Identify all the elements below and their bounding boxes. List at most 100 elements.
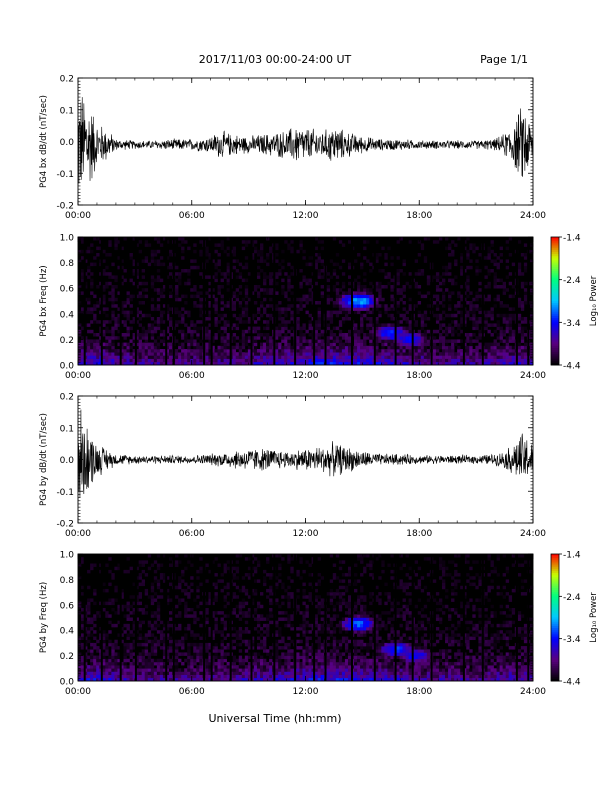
spectrogram-cell	[290, 557, 293, 560]
spectrogram-cell	[93, 317, 96, 321]
spectrogram-cell	[290, 649, 293, 652]
spectrogram-cell	[409, 343, 412, 347]
spectrogram-cell	[299, 243, 302, 247]
spectrogram-cell	[145, 240, 148, 244]
spectrogram-cell	[491, 317, 494, 321]
spectrogram-cell	[142, 269, 145, 273]
spectrogram-cell	[378, 323, 381, 327]
spectrogram-cell	[327, 311, 330, 315]
spectrogram-cell	[139, 355, 142, 359]
spectrogram-cell	[215, 323, 218, 327]
spectrogram-cell	[287, 343, 290, 347]
spectrogram-cell	[406, 359, 409, 363]
spectrogram-cell	[306, 355, 309, 359]
spectrogram-cell	[263, 343, 266, 347]
spectrogram-cell	[114, 275, 117, 279]
spectrogram-cell	[290, 570, 293, 573]
spectrogram-cell	[281, 652, 284, 655]
spectrogram-cell	[363, 285, 366, 289]
spectrogram-cell	[318, 275, 321, 279]
spectrogram-cell	[296, 346, 299, 350]
spectrogram-cell	[111, 659, 114, 662]
spectrogram-cell	[148, 621, 151, 624]
spectrogram-cell	[484, 323, 487, 327]
spectrogram-cell	[354, 327, 357, 331]
spectrogram-cell	[384, 311, 387, 315]
spectrogram-cell	[199, 355, 202, 359]
spectrogram-cell	[266, 573, 269, 576]
spectrogram-cell	[509, 339, 512, 343]
spectrogram-cell	[469, 301, 472, 305]
spectrogram-cell	[475, 295, 478, 299]
spectrogram-cell	[105, 359, 108, 363]
spectrogram-cell	[245, 614, 248, 617]
spectrogram-cell	[494, 359, 497, 363]
spectrogram-cell	[478, 295, 481, 299]
spectrogram-cell	[369, 263, 372, 267]
spectrogram-cell	[327, 352, 330, 356]
spectrogram-cell	[263, 291, 266, 295]
spectrogram-cell	[199, 659, 202, 662]
spectrogram-cell	[199, 346, 202, 350]
spectrogram-cell	[196, 295, 199, 299]
spectrogram-cell	[327, 317, 330, 321]
spectrogram-cell	[105, 589, 108, 592]
spectrogram-cell	[169, 355, 172, 359]
spectrogram-cell	[263, 570, 266, 573]
spectrogram-cell	[157, 665, 160, 668]
spectrogram-cell	[457, 359, 460, 363]
spectrogram-cell	[239, 611, 242, 614]
spectrogram-cell	[400, 359, 403, 363]
spectrogram-cell	[506, 266, 509, 270]
spectrogram-cell	[221, 649, 224, 652]
spectrogram-cell	[497, 279, 500, 283]
spectrogram-cell	[390, 330, 393, 334]
spectrogram-cell	[111, 662, 114, 665]
spectrogram-cell	[442, 279, 445, 283]
spectrogram-cell	[427, 291, 430, 295]
spectrogram-cell	[227, 355, 230, 359]
spectrogram-cell	[90, 627, 93, 630]
spectrogram-cell	[302, 295, 305, 299]
spectrogram-cell	[78, 339, 81, 343]
spectrogram-cell	[354, 330, 357, 334]
spectrogram-cell	[130, 630, 133, 633]
spectrogram-cell	[218, 259, 221, 263]
spectrogram-cell	[227, 662, 230, 665]
spectrogram-cell	[242, 662, 245, 665]
spectrogram-cell	[400, 333, 403, 337]
spectrogram-cell	[154, 237, 157, 241]
spectrogram-cell	[284, 656, 287, 659]
spectrogram-cell	[178, 243, 181, 247]
spectrogram-cell	[139, 291, 142, 295]
spectrogram-cell	[345, 359, 348, 363]
spectrogram-cell	[148, 624, 151, 627]
spectrogram-cell	[354, 336, 357, 340]
spectrogram-cell	[78, 637, 81, 640]
spectrogram-cell	[500, 327, 503, 331]
spectrogram-cell	[169, 624, 172, 627]
spectrogram-cell	[239, 355, 242, 359]
spectrogram-cell	[196, 343, 199, 347]
spectrogram-cell	[178, 579, 181, 582]
spectrogram-cell	[227, 643, 230, 646]
spectrogram-cell	[409, 320, 412, 324]
spectrogram-cell	[400, 269, 403, 273]
spectrogram-cell	[245, 256, 248, 260]
data-gap	[135, 237, 137, 365]
spectrogram-cell	[484, 317, 487, 321]
spectrogram-cell	[151, 250, 154, 254]
spectrogram-cell	[475, 320, 478, 324]
spectrogram-cell	[287, 656, 290, 659]
spectrogram-cell	[497, 266, 500, 270]
spectrogram-cell	[254, 671, 257, 674]
spectrogram-cell	[175, 355, 178, 359]
spectrogram-cell	[236, 346, 239, 350]
spectrogram-cell	[436, 304, 439, 308]
spectrogram-cell	[439, 237, 442, 241]
spectrogram-cell	[472, 311, 475, 315]
spectrogram-cell	[187, 346, 190, 350]
spectrogram-cell	[130, 311, 133, 315]
spectrogram-cell	[254, 589, 257, 592]
